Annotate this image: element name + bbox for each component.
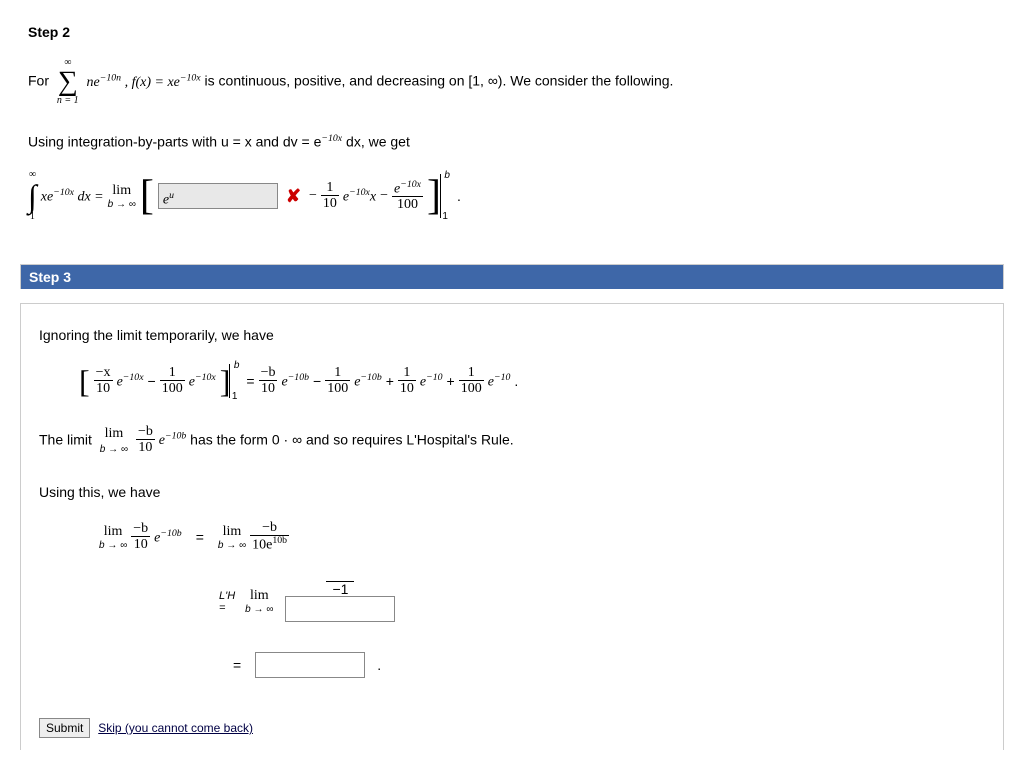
wrong-icon: ✘ (282, 186, 305, 207)
numerator-neg1: −1 (326, 581, 354, 596)
step3-eq2: lim b → ∞ −b10 e−10b = lim b → ∞ −b 10e1… (99, 521, 985, 553)
step3-eq3: L'H= lim b → ∞ −1 (219, 581, 985, 622)
sigma: ∞ ∑ n = 1 (57, 58, 79, 106)
button-row: Submit Skip (you cannot come back) (39, 718, 985, 738)
integrand: xe−10x dx = (41, 187, 104, 206)
step3-header: Step 3 (20, 264, 1004, 289)
left-bracket: [ (140, 175, 154, 217)
step3-body: Ignoring the limit temporarily, we have … (20, 303, 1004, 750)
f-def: , f(x) = xe−10x (125, 75, 201, 90)
skip-link[interactable]: Skip (you cannot come back) (98, 721, 253, 735)
frac-1-10: 1 10 (321, 181, 339, 211)
limit-op: lim b → ∞ (108, 183, 136, 210)
step2-header: Step 2 (20, 20, 1004, 44)
eval-bar-2: b 1 (228, 364, 230, 398)
period: . (457, 188, 461, 204)
series-term: ne−10n (87, 75, 125, 90)
step2-line1: For ∞ ∑ n = 1 ne−10n , f(x) = xe−10x is … (28, 58, 996, 106)
step3-eq4: = . (233, 652, 985, 678)
answer-input-1[interactable]: eu (158, 183, 278, 209)
answer-input-2[interactable] (285, 596, 395, 622)
answer-input-3[interactable] (255, 652, 365, 678)
step3-limit-line: The limit lim b → ∞ −b10 e−10b has the f… (39, 424, 985, 458)
step3-title: Step 3 (29, 269, 71, 285)
step2-body: For ∞ ∑ n = 1 ne−10n , f(x) = xe−10x is … (20, 58, 1004, 222)
lhospital-label: L'H= (219, 590, 235, 614)
step2-ibp: Using integration-by-parts with u = x an… (28, 132, 996, 152)
step2-integral-row: ∞ ∫ 1 xe−10x dx = lim b → ∞ [ eu ✘ − 1 1… (28, 170, 996, 222)
integral-sign: ∞ ∫ 1 (28, 170, 37, 222)
frac-e-100: e−10x 100 (392, 180, 423, 213)
eval-bar: b 1 (439, 174, 441, 218)
step3-using: Using this, we have (39, 483, 985, 503)
f-def-tail: is continuous, positive, and decreasing … (201, 73, 674, 89)
step3-ignore: Ignoring the limit temporarily, we have (39, 326, 985, 346)
for-label: For (28, 73, 49, 89)
step2-title: Step 2 (28, 24, 70, 40)
step3-eq1: [ −x 10 e−10x − 1 100 e−10x ] b 1 = −b10… (79, 364, 985, 398)
submit-button[interactable]: Submit (39, 718, 90, 738)
